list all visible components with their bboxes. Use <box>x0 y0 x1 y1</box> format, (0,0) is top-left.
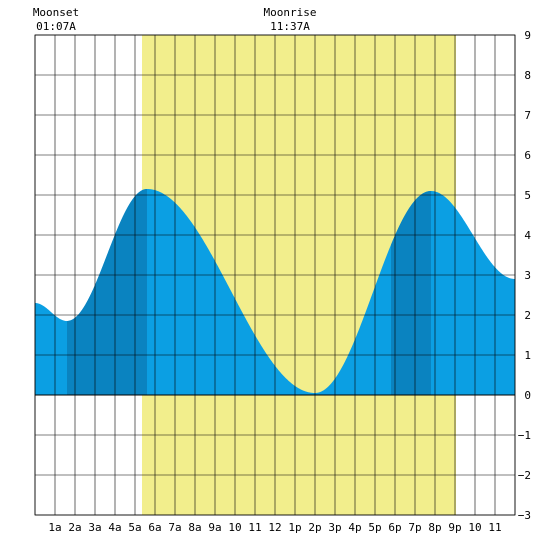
x-tick-label: 2a <box>68 521 81 534</box>
moonrise-time: 11:37A <box>270 20 310 33</box>
x-tick-label: 2p <box>308 521 321 534</box>
moonset-time: 01:07A <box>36 20 76 33</box>
plot-frame <box>34 34 516 516</box>
x-tick-label: 9p <box>448 521 461 534</box>
x-tick-label: 7a <box>168 521 181 534</box>
x-tick-label: 10 <box>228 521 241 534</box>
x-tick-label: 4a <box>108 521 121 534</box>
y-tick-label: 4 <box>524 229 531 242</box>
x-tick-label: 5a <box>128 521 141 534</box>
x-tick-label: 10 <box>468 521 481 534</box>
x-tick-label: 6p <box>388 521 401 534</box>
x-tick-label: 8p <box>428 521 441 534</box>
moonset-title: Moonset <box>33 6 79 19</box>
x-tick-label: 5p <box>368 521 381 534</box>
y-tick-label: 0 <box>524 389 531 402</box>
x-tick-label: 8a <box>188 521 201 534</box>
x-tick-label: 1a <box>48 521 61 534</box>
y-tick-label: 9 <box>524 29 531 42</box>
x-tick-label: 6a <box>148 521 161 534</box>
y-tick-label: −3 <box>518 509 531 522</box>
x-tick-label: 4p <box>348 521 361 534</box>
x-tick-label: 1p <box>288 521 301 534</box>
x-tick-label: 9a <box>208 521 221 534</box>
x-tick-label: 3a <box>88 521 101 534</box>
y-tick-label: 2 <box>524 309 531 322</box>
x-tick-label: 3p <box>328 521 341 534</box>
y-tick-label: 1 <box>524 349 531 362</box>
y-tick-label: 7 <box>524 109 531 122</box>
y-tick-label: 6 <box>524 149 531 162</box>
x-tick-label: 12 <box>268 521 281 534</box>
tide-area-dark-2 <box>391 191 431 395</box>
y-tick-label: −1 <box>518 429 531 442</box>
tide-area-dark-1 <box>67 189 147 395</box>
y-tick-label: −2 <box>518 469 531 482</box>
y-tick-label: 5 <box>524 189 531 202</box>
moonrise-title: Moonrise <box>264 6 317 19</box>
x-tick-label: 11 <box>488 521 501 534</box>
y-tick-label: 8 <box>524 69 531 82</box>
y-tick-label: 3 <box>524 269 531 282</box>
x-tick-label: 11 <box>248 521 261 534</box>
x-tick-label: 7p <box>408 521 421 534</box>
